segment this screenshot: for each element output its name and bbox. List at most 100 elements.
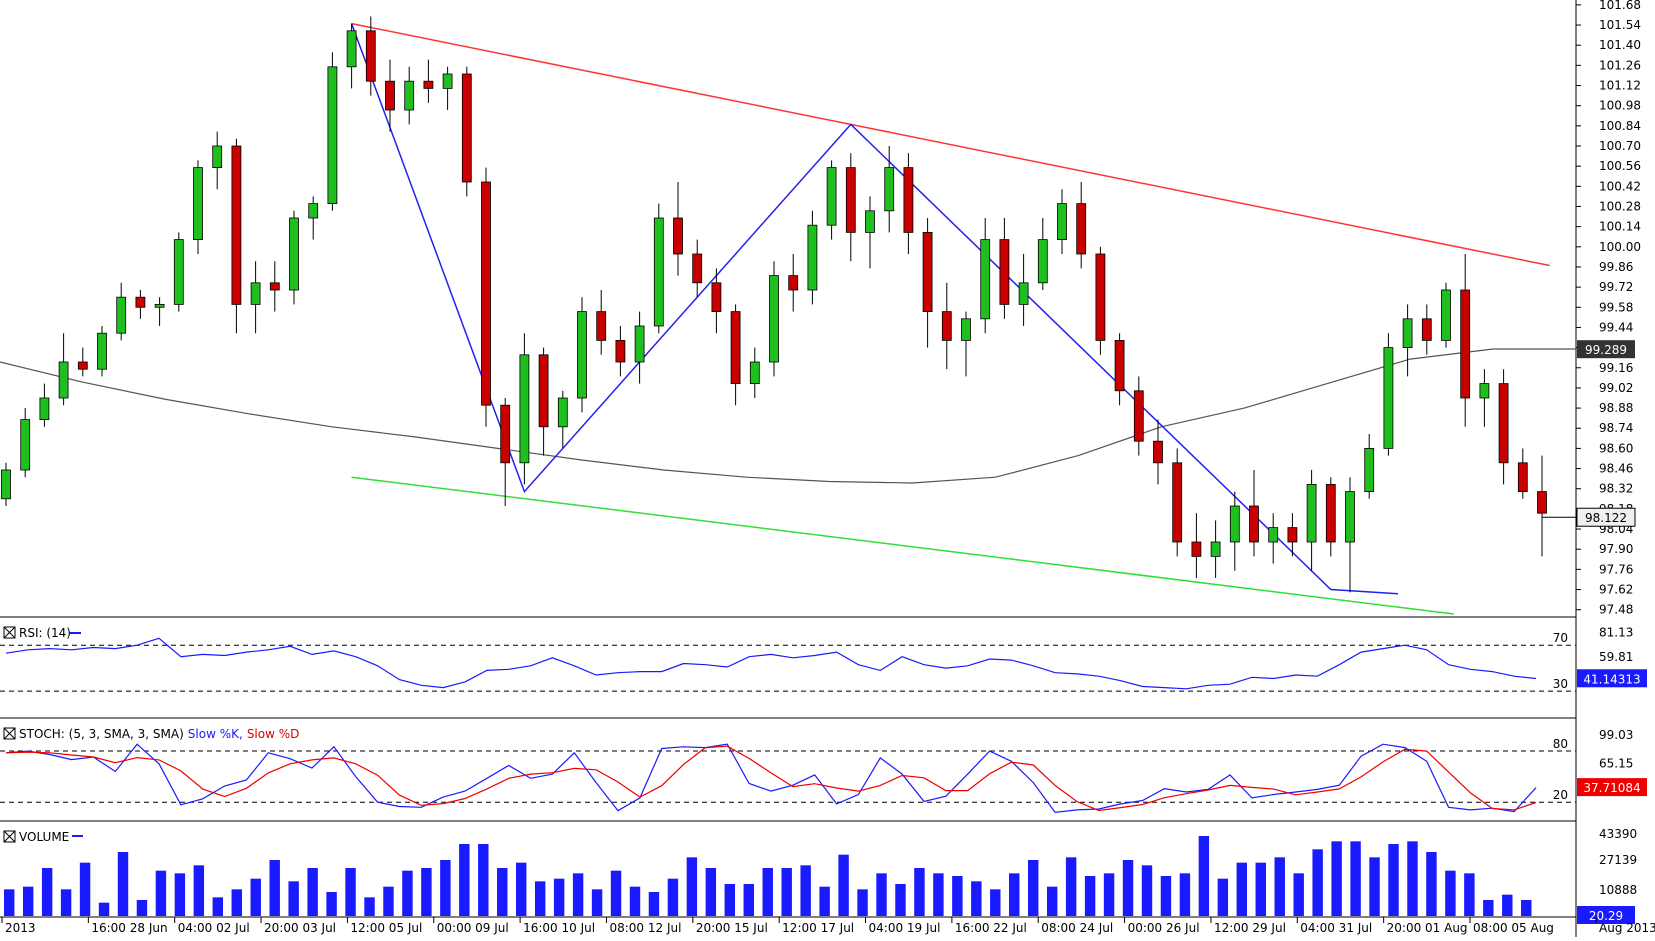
- moving-average-line: [0, 348, 1576, 484]
- price-tick-label: 98.46: [1599, 462, 1633, 476]
- candle: [58, 333, 69, 406]
- volume-bar: [952, 876, 963, 916]
- volume-bar: [857, 889, 868, 916]
- rsi-tick-label: 81.13: [1599, 625, 1633, 639]
- bearish-candle-body: [941, 311, 952, 341]
- stoch-header: STOCH: (5, 3, SMA, 3, SMA) Slow %K, Slow %…: [3, 727, 299, 741]
- candle: [1114, 333, 1125, 406]
- moving-average-badge: 99.289: [1577, 340, 1635, 359]
- volume-tick-label: 27139: [1599, 853, 1637, 867]
- candle: [1076, 182, 1087, 269]
- stoch-tick-label: 65.15: [1599, 757, 1633, 771]
- volume-bar: [1350, 841, 1361, 916]
- price-tick-label: 100.14: [1599, 220, 1641, 234]
- bearish-candle-body: [922, 231, 933, 312]
- candle: [365, 16, 376, 96]
- volume-bar: [648, 892, 660, 916]
- volume-bar: [1141, 865, 1153, 916]
- candle: [250, 261, 261, 334]
- rsi-pane[interactable]: 70 30: [0, 631, 1576, 692]
- bullish-candle-body: [865, 210, 875, 233]
- stoch-k-line: [5, 743, 1537, 814]
- candle: [941, 282, 952, 370]
- stoch-pane[interactable]: 80 20: [0, 737, 1576, 814]
- candle: [135, 290, 146, 319]
- price-tick-label: 101.26: [1599, 58, 1641, 72]
- candle: [1325, 477, 1336, 557]
- bullish-candle-body: [634, 325, 645, 363]
- price-tick-label: 101.40: [1599, 38, 1641, 52]
- price-tick-label: 98.74: [1599, 421, 1633, 435]
- moving-average-value: 99.289: [1585, 343, 1627, 357]
- candle: [1306, 470, 1317, 571]
- price-tick-label: 98.60: [1599, 441, 1633, 455]
- bearish-candle-body: [692, 253, 703, 284]
- moving-average-box: [1577, 340, 1635, 359]
- volume-bar: [1122, 860, 1134, 916]
- bearish-candle-body: [1325, 483, 1336, 543]
- candle: [442, 66, 453, 110]
- candle: [557, 390, 568, 449]
- price-tick-label: 100.00: [1599, 240, 1641, 254]
- price-pane[interactable]: [0, 16, 1576, 615]
- bullish-candle-body: [1, 469, 11, 500]
- volume-bar: [1255, 862, 1266, 916]
- price-tick-label: 100.42: [1599, 179, 1641, 193]
- bearish-candle-body: [1153, 440, 1163, 464]
- candle: [1191, 513, 1202, 578]
- volume-label: VOLUME: [19, 830, 69, 844]
- candle: [749, 347, 760, 398]
- candle: [1268, 513, 1279, 564]
- candle: [615, 326, 626, 377]
- price-tick-label: 99.02: [1599, 381, 1633, 395]
- bullish-candle-body: [1479, 383, 1490, 399]
- bearish-candle-body: [1076, 203, 1087, 255]
- bullish-candle-body: [557, 397, 568, 428]
- bullish-candle-body: [1383, 347, 1394, 449]
- bullish-candle-body: [1229, 505, 1240, 543]
- current-price-badge: 98.122: [1576, 507, 1636, 527]
- price-tick-label: 97.48: [1599, 603, 1633, 617]
- price-tick-label: 100.84: [1599, 119, 1641, 133]
- time-tick-label: 04:00 02 Jul: [178, 921, 250, 935]
- volume-bar: [629, 886, 641, 916]
- candle: [39, 383, 50, 427]
- bullish-candle-body: [1037, 239, 1048, 284]
- stoch-level-label: 80: [1553, 737, 1568, 751]
- volume-bar: [250, 878, 261, 916]
- candle: [788, 254, 799, 312]
- bearish-candle-body: [1517, 462, 1528, 492]
- time-tick-label: 20:00 01 Aug: [1387, 921, 1468, 935]
- bearish-candle-body: [365, 30, 376, 82]
- volume-bar: [800, 865, 811, 916]
- time-tick-label: 00:00 09 Jul: [437, 921, 509, 935]
- bullish-candle-body: [1402, 318, 1413, 348]
- candle: [519, 333, 530, 485]
- candle: [77, 347, 88, 377]
- stoch-level-label: 20: [1553, 788, 1568, 802]
- volume-value-badge: 20.29: [1577, 906, 1635, 924]
- volume-bar: [269, 860, 280, 916]
- bullish-candle-body: [519, 354, 530, 464]
- candle: [826, 160, 837, 240]
- volume-bar: [516, 862, 527, 916]
- candle: [1172, 448, 1183, 557]
- bearish-candle-body: [269, 282, 280, 291]
- candle: [1421, 304, 1432, 355]
- candle: [980, 218, 991, 334]
- bullish-candle-body: [173, 239, 184, 305]
- volume-pane[interactable]: [4, 836, 1532, 916]
- bearish-candle-body: [1287, 527, 1298, 543]
- candle: [1249, 470, 1259, 557]
- price-tick-label: 97.62: [1599, 583, 1633, 597]
- time-tick-label: Aug 2013: [1599, 921, 1655, 935]
- volume-tick-label: 43390: [1599, 827, 1637, 841]
- volume-bar: [174, 873, 186, 916]
- bearish-candle-body: [1133, 390, 1144, 442]
- current-price-value: 98.122: [1585, 511, 1627, 525]
- volume-bar: [1198, 836, 1210, 916]
- bearish-candle-body: [481, 181, 491, 406]
- bullish-candle-body: [826, 167, 837, 226]
- candle: [1517, 448, 1528, 499]
